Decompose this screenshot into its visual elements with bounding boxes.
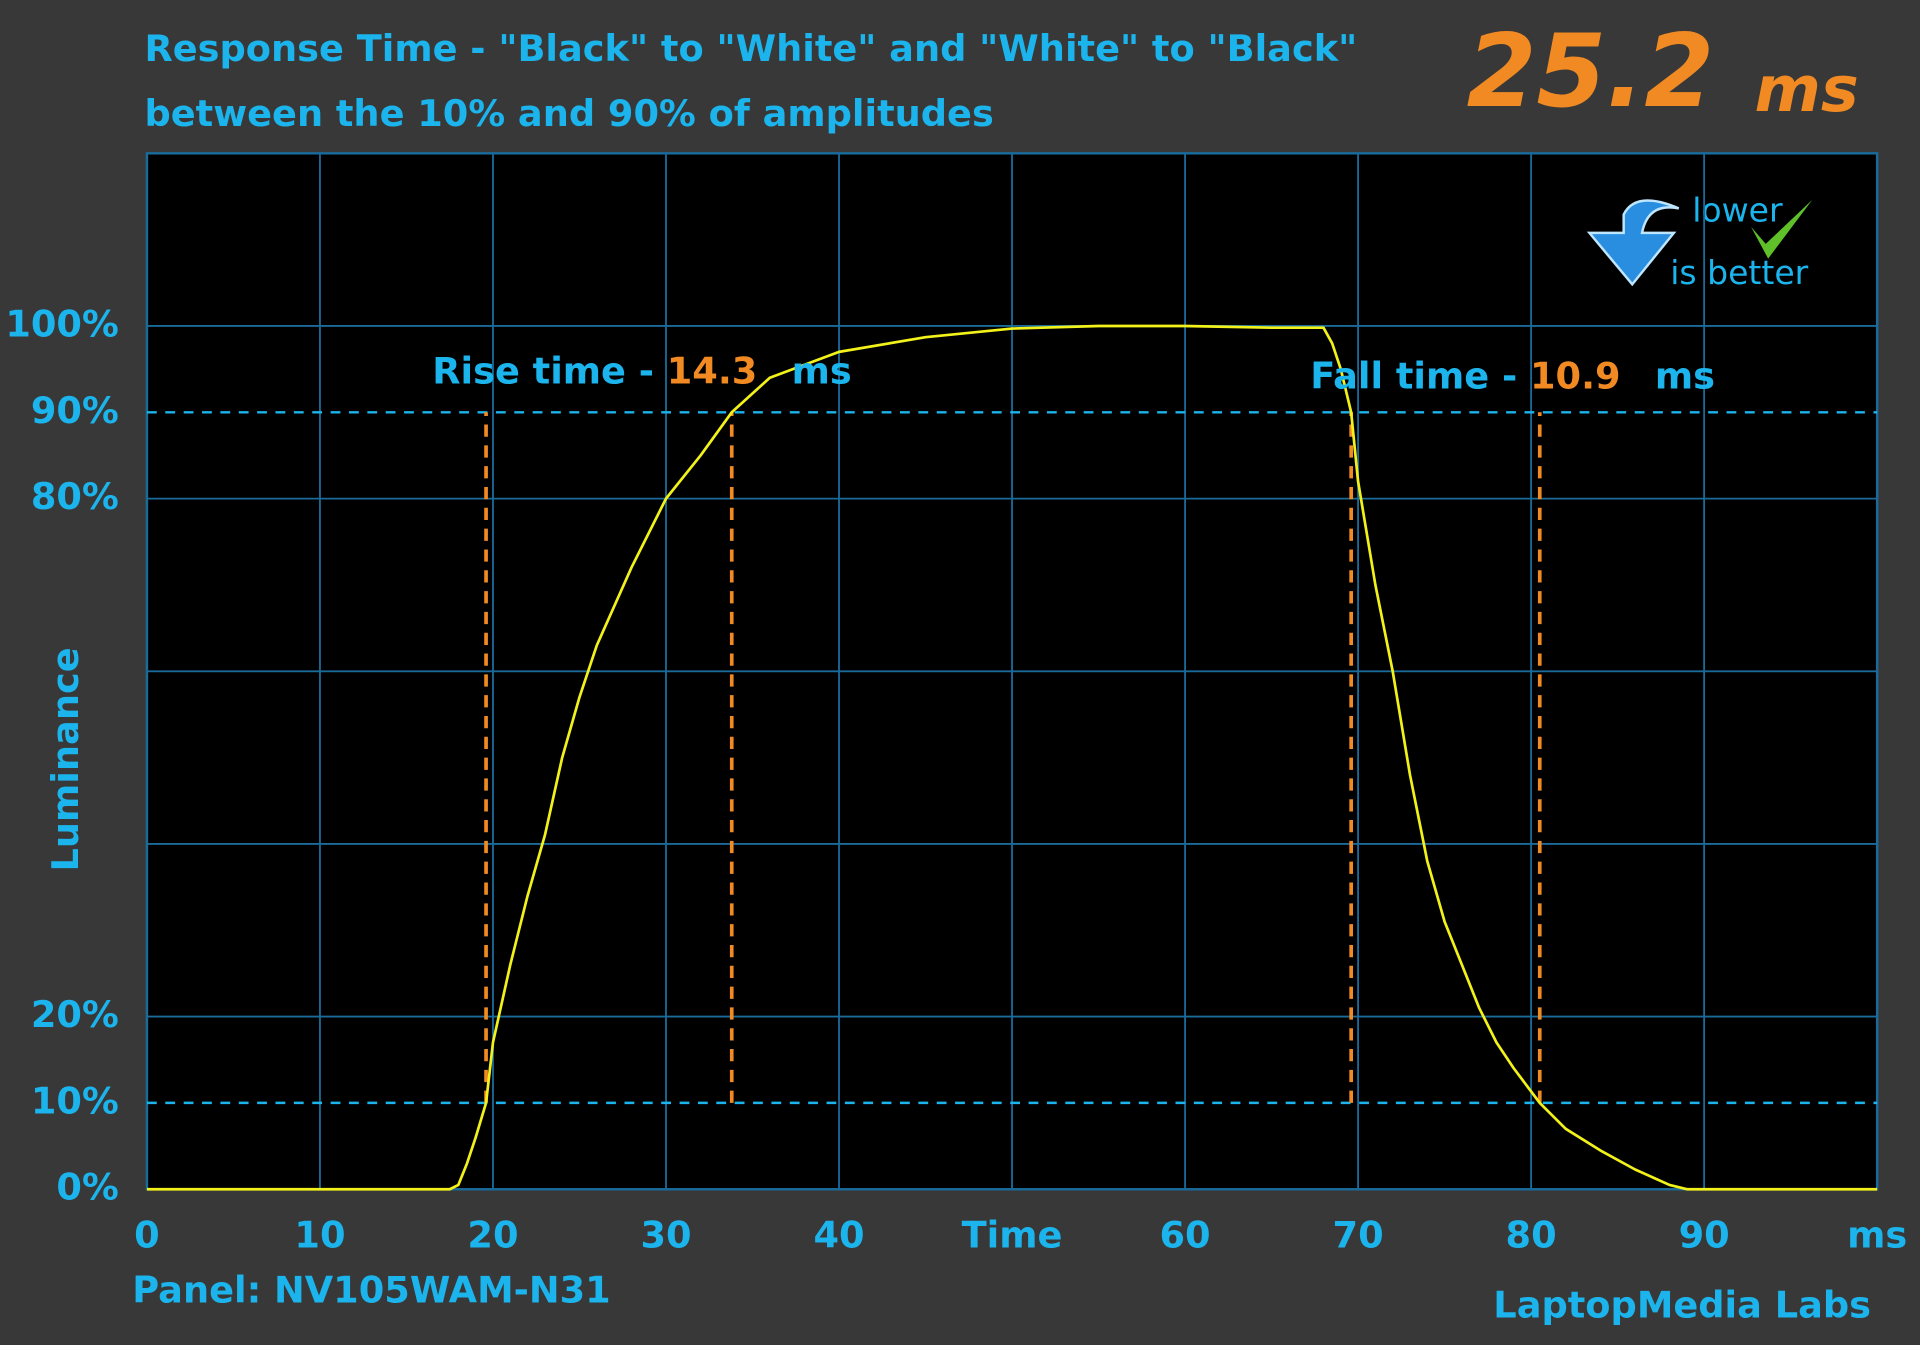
result-value: 25.2 xyxy=(1467,13,1715,130)
y-tick-label: 10% xyxy=(31,1079,119,1122)
fall-value: 10.9 xyxy=(1530,354,1621,397)
fall-annotation: Fall time - 10.9 ms xyxy=(1310,354,1715,397)
x-tick-label: 0 xyxy=(134,1213,160,1256)
result-unit: ms xyxy=(1755,53,1859,127)
chart-title: Response Time - "Black" to "White" and "… xyxy=(144,27,1357,70)
badge-text: is better xyxy=(1670,253,1808,292)
x-tick-label: 90 xyxy=(1679,1213,1730,1256)
x-tick-label: 80 xyxy=(1506,1213,1557,1256)
y-tick-label: 90% xyxy=(31,389,119,432)
rise-unit: ms xyxy=(792,349,852,392)
y-tick-label: 80% xyxy=(31,475,119,518)
rise-annotation: Rise time - 14.3 ms xyxy=(432,349,852,392)
fall-label: Fall time - xyxy=(1310,354,1530,397)
y-axis-label: Luminance xyxy=(44,647,87,871)
x-tick-label: 40 xyxy=(813,1213,864,1256)
panel-label: Panel: NV105WAM-N31 xyxy=(132,1269,610,1312)
x-tick-label: ms xyxy=(1847,1213,1907,1256)
chart-subtitle: between the 10% and 90% of amplitudes xyxy=(144,92,993,135)
badge-icon xyxy=(1586,199,1813,287)
rise-label: Rise time - xyxy=(432,349,667,392)
badge-text: lower xyxy=(1692,191,1783,230)
fall-unit: ms xyxy=(1655,354,1715,397)
x-tick-label: 30 xyxy=(640,1213,691,1256)
y-tick-label: 20% xyxy=(31,993,119,1036)
x-tick-label: 10 xyxy=(294,1213,345,1256)
y-tick-label: 100% xyxy=(5,302,118,345)
credit: LaptopMedia Labs xyxy=(1493,1283,1871,1326)
x-tick-label: 20 xyxy=(467,1213,518,1256)
y-tick-label: 0% xyxy=(56,1166,118,1209)
x-tick-label: 60 xyxy=(1160,1213,1211,1256)
x-tick-label: Time xyxy=(962,1213,1063,1256)
x-tick-label: 70 xyxy=(1333,1213,1384,1256)
data-line xyxy=(146,324,1878,1191)
rise-value: 14.3 xyxy=(667,349,758,392)
